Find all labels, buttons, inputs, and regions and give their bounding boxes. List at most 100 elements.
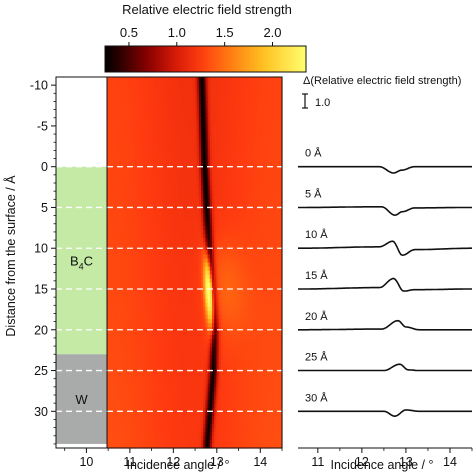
heatmap-cell: [179, 274, 182, 280]
heatmap-cell: [170, 202, 174, 207]
heatmap-cell: [163, 302, 167, 308]
heatmap-cell: [240, 234, 244, 239]
heatmap-cell: [128, 230, 132, 235]
heatmap-cell: [113, 141, 117, 147]
heatmap-cell: [133, 242, 137, 247]
heatmap-cell: [203, 270, 207, 276]
heatmap-cell: [137, 185, 141, 191]
heatmap-cell: [137, 141, 141, 147]
heatmap-cell: [185, 141, 189, 147]
heatmap-cell: [209, 282, 213, 288]
heatmap-cell: [185, 270, 189, 276]
heatmap-cell: [146, 113, 150, 118]
heatmap-cell: [240, 121, 244, 126]
heatmap-cell: [142, 105, 145, 110]
heatmap-cell: [159, 234, 163, 239]
heatmap-cell: [170, 145, 174, 151]
heatmap-cell: [190, 322, 193, 328]
heatmap-cell: [257, 181, 261, 187]
heatmap-cell: [222, 270, 226, 276]
heatmap-cell: [220, 105, 224, 110]
heatmap-cell: [142, 286, 145, 292]
heatmap-cell: [174, 238, 178, 243]
heatmap-cell: [242, 254, 246, 260]
heatmap-cell: [218, 278, 222, 284]
heatmap-cell: [214, 218, 217, 223]
heatmap-cell: [113, 193, 117, 199]
heatmap-cell: [207, 121, 211, 126]
heatmap-cell: [135, 165, 139, 171]
heatmap-cell: [275, 214, 279, 219]
heatmap-cell: [144, 121, 147, 126]
heatmap-cell: [268, 109, 272, 114]
heatmap-cell: [233, 85, 237, 90]
heatmap-cell: [260, 165, 263, 171]
heatmap-cell: [236, 230, 239, 235]
heatmap-cell: [113, 149, 117, 155]
heatmap-cell: [150, 93, 154, 98]
heatmap-cell: [260, 318, 263, 324]
heatmap-cell: [139, 185, 143, 191]
heatmap-cell: [170, 310, 174, 316]
heatmap-cell: [264, 101, 268, 106]
heatmap-cell: [266, 105, 270, 110]
heatmap-cell: [225, 286, 228, 292]
heatmap-cell: [179, 153, 182, 159]
heatmap-cell: [216, 133, 220, 139]
heatmap-cell: [157, 113, 161, 118]
heatmap-cell: [177, 173, 180, 179]
heatmap-cell: [227, 101, 231, 106]
heatmap-cell: [113, 270, 117, 276]
heatmap-cell: [275, 157, 279, 163]
heatmap-cell: [157, 165, 161, 171]
heatmap-cell: [247, 105, 250, 110]
heatmap-cell: [177, 105, 180, 110]
heatmap-cell: [268, 113, 272, 118]
heatmap-cell: [168, 230, 172, 235]
heatmap-cell: [275, 173, 279, 179]
heatmap-cell: [124, 206, 128, 211]
heatmap-cell: [247, 238, 250, 243]
heatmap-cell: [190, 282, 193, 288]
heatmap-cell: [187, 314, 191, 320]
heatmap-cell: [172, 145, 176, 151]
heatmap-cell: [152, 278, 156, 284]
heatmap-cell: [179, 77, 182, 82]
heatmap-cell: [214, 286, 217, 292]
heatmap-cell: [163, 322, 167, 328]
heatmap-cell: [214, 77, 217, 82]
heatmap-cell: [231, 169, 235, 175]
heatmap-cell: [163, 230, 167, 235]
heatmap-cell: [249, 97, 252, 102]
heatmap-cell: [146, 230, 150, 235]
heatmap-cell: [111, 210, 115, 215]
heatmap-cell: [198, 202, 202, 207]
heatmap-cell: [194, 262, 198, 268]
heatmap-cell: [157, 77, 161, 82]
heatmap-cell: [251, 177, 255, 183]
heatmap-cell: [229, 117, 233, 122]
heatmap-cell: [113, 206, 117, 211]
heatmap-cell: [150, 218, 154, 223]
heatmap-cell: [172, 318, 176, 324]
heatmap-cell: [126, 117, 130, 122]
heatmap-cell: [227, 218, 231, 223]
heatmap-cell: [137, 145, 141, 151]
heatmap-cell: [249, 161, 252, 167]
heatmap-cell: [222, 125, 226, 131]
heatmap-cell: [194, 149, 198, 155]
heatmap-cell: [255, 258, 259, 264]
heatmap-cell: [251, 81, 255, 86]
heatmap-cell: [220, 121, 224, 126]
heatmap-cell: [155, 210, 158, 215]
heatmap-cell: [122, 113, 126, 118]
heatmap-cell: [273, 137, 277, 143]
heatmap-cell: [216, 250, 220, 256]
heatmap-cell: [242, 165, 246, 171]
heatmap-cell: [247, 202, 250, 207]
heatmap-cell: [196, 97, 200, 102]
heatmap-cell: [181, 157, 185, 163]
heatmap-cell: [203, 242, 207, 247]
heatmap-cell: [218, 270, 222, 276]
heatmap-cell: [107, 318, 110, 324]
